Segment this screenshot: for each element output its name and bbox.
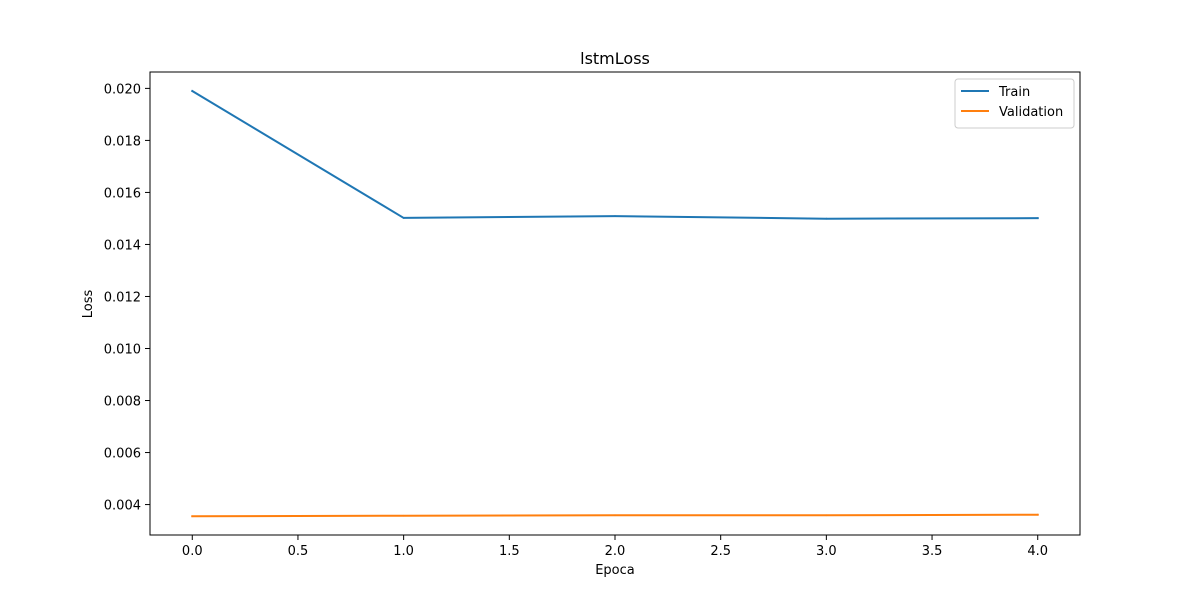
data-point-validation bbox=[191, 515, 194, 518]
y-axis-label: Loss bbox=[81, 290, 96, 319]
series-line-train bbox=[190, 89, 1039, 220]
y-tick-label: 0.008 bbox=[104, 395, 141, 410]
y-axis: 0.004 0.006 0.008 0.010 0.012 0.014 0.016 0.018… bbox=[104, 82, 150, 514]
x-tick-label: 1.0 bbox=[393, 544, 414, 559]
legend-items: Train Validation bbox=[961, 85, 1063, 120]
x-tick-label: 3.5 bbox=[922, 544, 943, 559]
y-tick-label: 0.006 bbox=[104, 447, 141, 462]
chart-title: lstmLoss bbox=[580, 49, 650, 68]
x-tick-label: 0.5 bbox=[288, 544, 309, 559]
x-axis: 0.0 0.5 1.0 1.5 2.0 2.5 3.0 3.5 4.0 bbox=[182, 535, 1048, 559]
y-tick-label: 0.016 bbox=[104, 186, 141, 201]
legend: Train Validation bbox=[954, 78, 1075, 129]
legend-label-validation: Validation bbox=[999, 105, 1063, 120]
y-tick-label: 0.012 bbox=[104, 290, 141, 305]
x-axis-label: Epoca bbox=[595, 563, 635, 578]
data-point-validation bbox=[825, 514, 828, 517]
y-tick-label: 0.004 bbox=[104, 499, 141, 514]
y-tick-label: 0.010 bbox=[104, 342, 141, 357]
data-point-train bbox=[1036, 217, 1039, 220]
y-tick-label: 0.014 bbox=[104, 238, 141, 253]
x-tick-label: 2.5 bbox=[710, 544, 731, 559]
y-tick-label: 0.020 bbox=[104, 82, 141, 97]
x-tick-label: 3.0 bbox=[816, 544, 837, 559]
data-point-train bbox=[191, 90, 194, 92]
data-point-train bbox=[825, 217, 828, 220]
x-tick-label: 4.0 bbox=[1027, 544, 1048, 559]
data-point-train bbox=[614, 215, 616, 218]
y-tick-label: 0.018 bbox=[104, 134, 141, 149]
plot-frame bbox=[149, 71, 1081, 536]
x-tick-label: 0.0 bbox=[182, 544, 203, 559]
x-tick-label: 1.5 bbox=[499, 544, 520, 559]
data-point-validation bbox=[614, 514, 616, 517]
x-tick-label: 2.0 bbox=[605, 544, 626, 559]
plot-area bbox=[149, 71, 1081, 536]
legend-label-train: Train bbox=[998, 85, 1030, 100]
data-point-train bbox=[402, 217, 405, 219]
series-layer bbox=[190, 89, 1039, 518]
data-point-validation bbox=[1036, 513, 1039, 516]
data-point-validation bbox=[402, 514, 405, 517]
